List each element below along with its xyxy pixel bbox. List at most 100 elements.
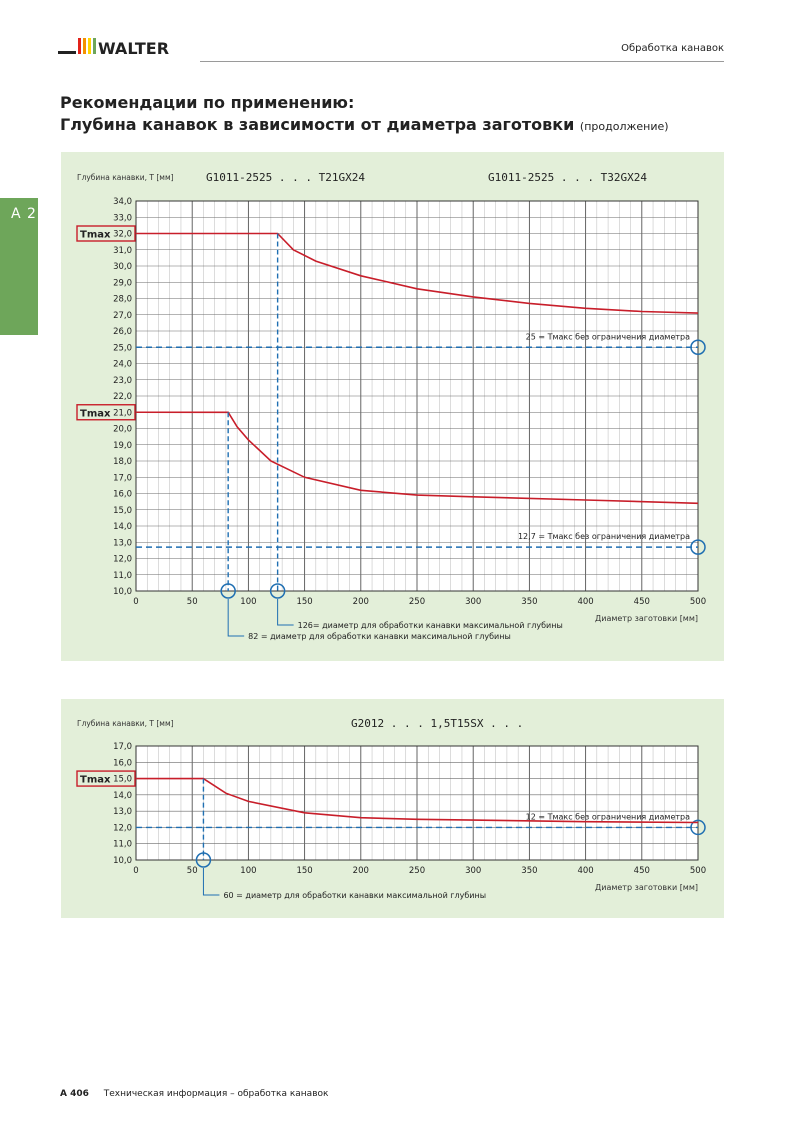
page-subtitle-continued: (продолжение)	[579, 120, 669, 133]
chapter-tab: A 2	[0, 198, 38, 335]
y-tick-label: 30,0	[113, 262, 132, 272]
x-tick-label: 350	[521, 597, 537, 607]
y-axis-label: Глубина канавки, T [мм]	[77, 719, 174, 728]
series-title: G1011-2525 . . . T32GX24	[488, 171, 647, 184]
x-tick-label: 200	[353, 866, 369, 876]
x-tick-label: 150	[296, 866, 312, 876]
chart-panel-1: 10,0 11,0 12,0 13,0 14,0 15,0 16,0 17,0 18,0 19,0…	[61, 152, 724, 661]
page-subtitle: Глубина канавок в зависимости от диаметр…	[60, 115, 669, 134]
reference-label: 12 = Tмакс без ограничения диаметра	[526, 812, 690, 821]
y-tick-label: 28,0	[113, 295, 132, 305]
series-title: G1011-2525 . . . T21GX24	[206, 171, 365, 184]
x-tick-label: 400	[577, 597, 593, 607]
x-tick-label: 100	[240, 597, 256, 607]
tmax-label: Tmax	[80, 775, 111, 786]
y-tick-label: 22,0	[113, 392, 132, 402]
x-tick-label: 0	[133, 866, 138, 876]
y-tick-label: 21,0	[113, 408, 132, 418]
x-tick-label: 300	[465, 597, 481, 607]
y-tick-label: 25,0	[113, 343, 132, 353]
reference-marker	[690, 819, 706, 836]
y-tick-label: 16,0	[113, 758, 132, 768]
y-tick-label: 12,0	[113, 555, 132, 565]
chart-panel-2: 10,0 11,0 12,0 13,0 14,0 15,0 16,0 17,0 0 50 100 15…	[61, 699, 724, 918]
page-number: A 406	[60, 1089, 89, 1099]
x-axis-label: Диаметр заготовки [мм]	[595, 614, 698, 623]
diameter-marker-circle	[195, 852, 212, 868]
x-tick-label: 250	[409, 597, 425, 607]
x-tick-label: 500	[690, 597, 706, 607]
tmax-label: Tmax	[80, 408, 111, 419]
y-tick-label: 15,0	[113, 506, 132, 516]
y-tick-label: 14,0	[113, 522, 132, 532]
plot-frame	[135, 200, 699, 592]
x-tick-label: 50	[187, 597, 198, 607]
y-tick-label: 26,0	[113, 327, 132, 337]
reference-label: 25 = Tмакс без ограничения диаметра	[526, 332, 690, 341]
y-tick-label: 24,0	[113, 360, 132, 370]
walter-logo: WALTER	[58, 38, 169, 58]
x-tick-label: 100	[240, 866, 256, 876]
reference-marker	[690, 339, 706, 355]
x-tick-label: 500	[690, 866, 706, 876]
y-tick-label: 14,0	[113, 791, 132, 801]
x-tick-label: 150	[296, 597, 312, 607]
y-tick-label: 23,0	[113, 376, 132, 386]
y-tick-label: 17,0	[113, 742, 132, 752]
y-tick-label: 11,0	[113, 840, 132, 850]
y-axis-label: Глубина канавки, T [мм]	[77, 173, 174, 182]
x-tick-label: 300	[465, 866, 481, 876]
y-tick-label: 10,0	[113, 856, 132, 866]
page-title: Рекомендации по применению:	[60, 93, 355, 112]
x-tick-label: 50	[187, 866, 198, 876]
series-line	[135, 411, 699, 505]
series-line	[136, 232, 699, 314]
y-tick-label: 29,0	[113, 278, 132, 288]
series-line	[135, 777, 699, 824]
x-tick-label: 450	[634, 597, 650, 607]
chart-2: 10,0 11,0 12,0 13,0 14,0 15,0 16,0 17,0 0 50 100 15…	[76, 717, 706, 900]
diameter-marker-leader	[277, 599, 294, 626]
x-tick-label: 450	[634, 866, 650, 876]
footer-text: Техническая информация – обработка канав…	[103, 1089, 329, 1099]
y-tick-label: 13,0	[113, 538, 132, 548]
header-rule	[200, 61, 724, 62]
x-tick-label: 0	[133, 597, 138, 607]
y-tick-label: 16,0	[113, 490, 132, 500]
y-tick-label: 34,0	[113, 197, 132, 207]
y-tick-label: 18,0	[113, 457, 132, 467]
y-tick-label: 11,0	[113, 571, 132, 581]
y-tick-label: 31,0	[113, 246, 132, 256]
diameter-marker-leader	[202, 868, 220, 896]
y-tick-label: 20,0	[113, 425, 132, 435]
diameter-marker-circle	[220, 583, 236, 599]
y-tick-label: 13,0	[113, 807, 132, 817]
x-axis-label: Диаметр заготовки [мм]	[595, 883, 698, 892]
x-tick-label: 200	[353, 597, 369, 607]
x-tick-label: 250	[409, 866, 425, 876]
header-section-title: Обработка канавок	[621, 43, 724, 54]
y-tick-label: 12,0	[113, 823, 132, 833]
y-tick-label: 17,0	[113, 473, 132, 483]
tmax-label: Tmax	[80, 230, 111, 241]
tmax-box	[76, 770, 136, 787]
diameter-marker-label: 60 = диаметр для обработки канавки макси…	[223, 891, 486, 900]
y-tick-label: 10,0	[113, 587, 132, 597]
diameter-marker-label: 126= диаметр для обработки канавки макси…	[298, 621, 563, 630]
chart-1: 10,0 11,0 12,0 13,0 14,0 15,0 16,0 17,0 18,0 19,0…	[76, 171, 706, 641]
y-tick-label: 27,0	[113, 311, 132, 321]
chapter-tab-label: A 2	[11, 206, 37, 222]
diameter-marker-label: 82 = диаметр для обработки канавки макси…	[248, 632, 511, 641]
y-tick-label: 15,0	[113, 775, 132, 785]
series-title: G2012 . . . 1,5T15SX . . .	[351, 717, 523, 730]
x-tick-label: 400	[577, 866, 593, 876]
y-tick-label: 19,0	[113, 441, 132, 451]
reference-label: 12,7 = Tмакс без ограничения диаметра	[518, 532, 690, 541]
tmax-box	[76, 404, 136, 421]
footer: A 406 Техническая информация – обработка…	[60, 1089, 328, 1099]
tmax-box	[76, 225, 136, 242]
brand-name: WALTER	[98, 39, 169, 58]
x-tick-label: 350	[521, 866, 537, 876]
y-tick-label: 32,0	[113, 230, 132, 240]
page-subtitle-main: Глубина канавок в зависимости от диаметр…	[60, 115, 575, 134]
